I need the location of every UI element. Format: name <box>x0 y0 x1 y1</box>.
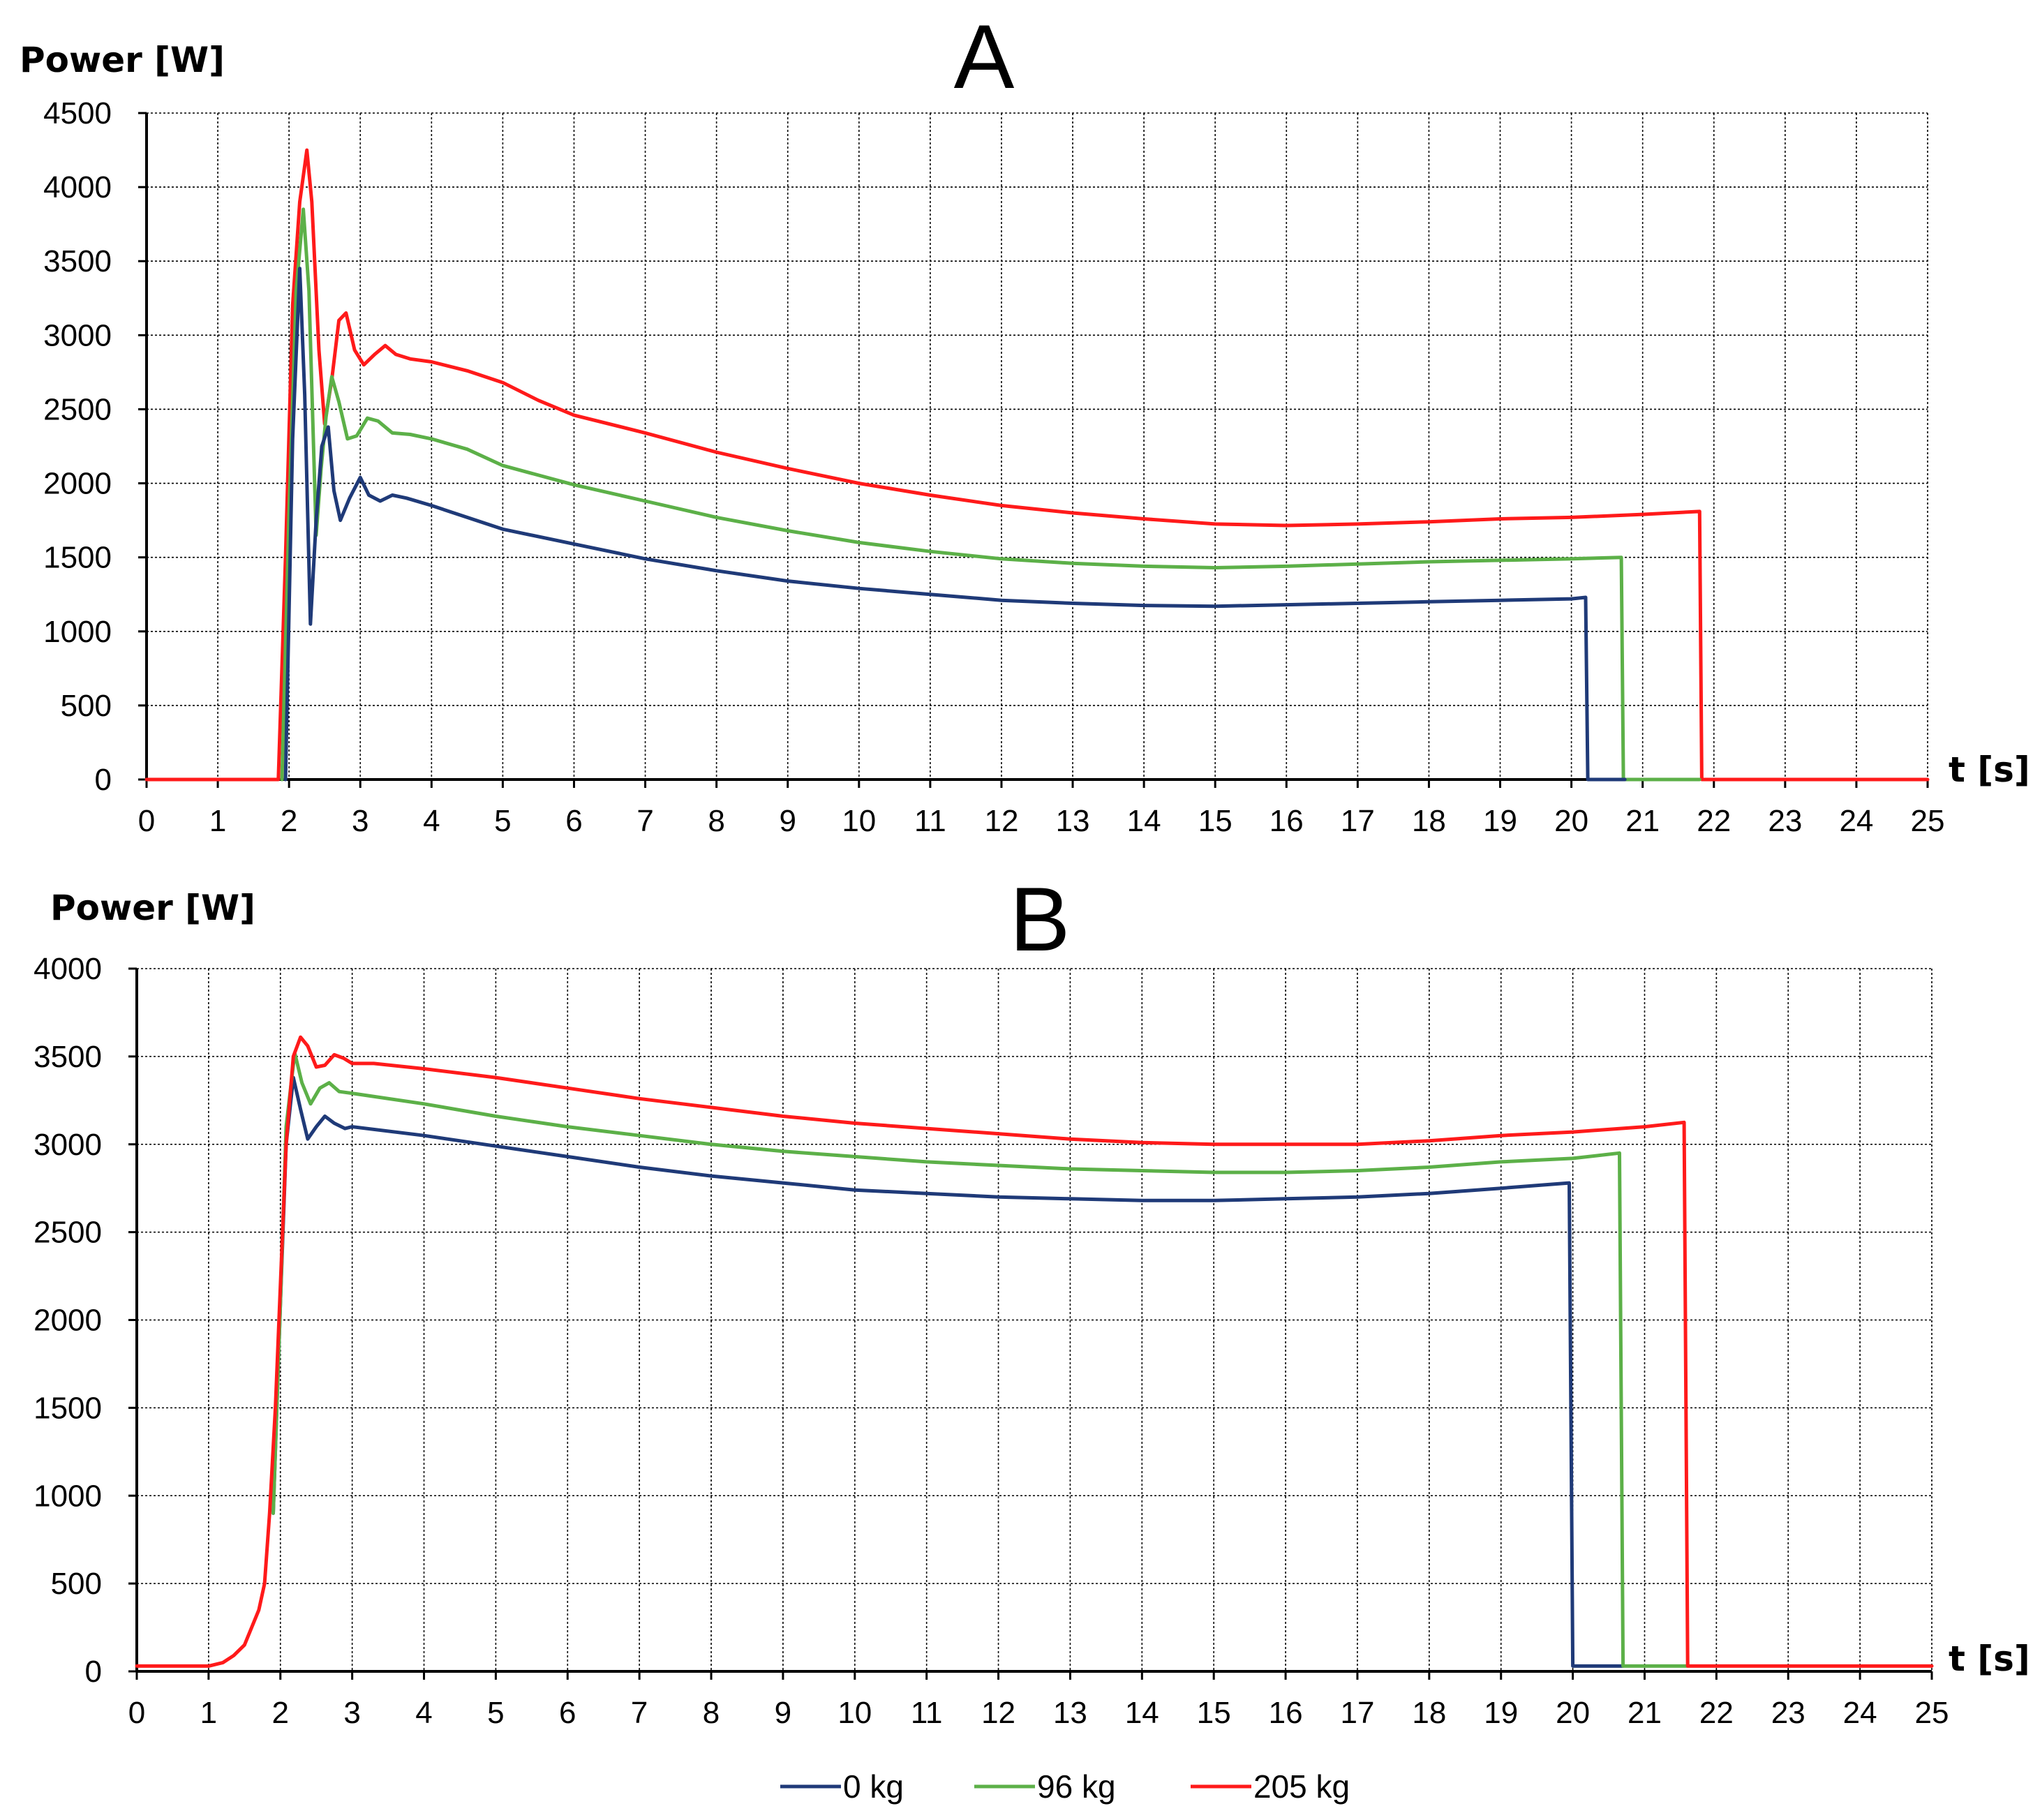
chart-b-series-96kg <box>271 1051 1690 1668</box>
chart-b-xtick-label-17: 17 <box>1340 1696 1374 1730</box>
chart-b-xtick-label-16: 16 <box>1269 1696 1303 1730</box>
chart-a-xtick-label-9: 9 <box>779 804 796 838</box>
chart-a-xtick-label-1: 1 <box>209 804 226 838</box>
chart-a-ytick-label-4000: 4000 <box>43 170 112 204</box>
chart-a-xtick-label-5: 5 <box>494 804 511 838</box>
chart-a-series-205kg <box>144 148 1930 782</box>
chart-b-xtick-label-22: 22 <box>1699 1696 1734 1730</box>
chart-b-xtick-label-11: 11 <box>911 1696 943 1730</box>
chart-a-xtick-label-2: 2 <box>281 804 297 838</box>
chart-a-ytick-label-3500: 3500 <box>43 244 112 278</box>
legend: 0 kg 96 kg 205 kg <box>780 1768 1350 1805</box>
chart-a-ytick-label-1500: 1500 <box>43 541 112 575</box>
chart-b: B Power [W] t [s] 0 1 2 3 4 5 6 7 8 9 10 11 12 13 14 15… <box>33 868 2030 1730</box>
chart-b-ticks: 0 1 2 3 4 5 6 7 8 9 10 11 12 13 14 15 16 17 18 19 20 21 22 23 24… <box>33 952 1949 1730</box>
chart-b-xtick-label-25: 25 <box>1915 1696 1949 1730</box>
chart-a-xtick-label-11: 11 <box>914 804 946 838</box>
chart-a-ytick-label-500: 500 <box>61 689 112 723</box>
chart-a-xtick-label-21: 21 <box>1625 804 1660 838</box>
chart-a-ytick-label-2500: 2500 <box>43 392 112 426</box>
chart-a-xtick-label-19: 19 <box>1483 804 1517 838</box>
chart-a-xtick-label-22: 22 <box>1697 804 1731 838</box>
chart-b-xtick-label-5: 5 <box>487 1696 504 1730</box>
chart-a-xtick-label-17: 17 <box>1341 804 1375 838</box>
legend-item-205kg: 205 kg <box>1191 1768 1350 1805</box>
chart-a-ytick-label-1000: 1000 <box>43 615 112 649</box>
chart-b-xtick-label-10: 10 <box>837 1696 872 1730</box>
chart-b-ytick-label-1000: 1000 <box>33 1479 102 1513</box>
chart-b-xlabel: t [s] <box>1949 1639 2030 1679</box>
chart-b-title: B <box>1010 868 1071 970</box>
chart-b-xtick-label-20: 20 <box>1556 1696 1590 1730</box>
chart-b-xtick-label-18: 18 <box>1412 1696 1446 1730</box>
chart-a-grid <box>147 112 1928 780</box>
chart-b-xtick-label-7: 7 <box>631 1696 648 1730</box>
chart-a-xtick-label-6: 6 <box>565 804 582 838</box>
chart-b-xtick-label-12: 12 <box>981 1696 1015 1730</box>
chart-a-ticks: 0 1 2 3 4 5 6 7 8 9 10 11 12 13 14 15 16 17 18 19 20 21 22 23 24… <box>43 96 1944 838</box>
chart-a-xtick-label-24: 24 <box>1839 804 1873 838</box>
chart-a-xtick-label-20: 20 <box>1554 804 1588 838</box>
chart-a-xtick-label-4: 4 <box>423 804 440 838</box>
chart-b-xtick-label-24: 24 <box>1843 1696 1877 1730</box>
chart-a-xtick-label-8: 8 <box>708 804 724 838</box>
chart-b-ytick-label-3500: 3500 <box>33 1040 102 1074</box>
chart-b-xtick-label-2: 2 <box>272 1696 289 1730</box>
chart-a-xtick-label-13: 13 <box>1056 804 1090 838</box>
chart-a-xtick-label-0: 0 <box>138 804 155 838</box>
legend-label-0kg: 0 kg <box>843 1768 904 1805</box>
chart-a: A Power [W] t [s] 0 1 2 3 4 5 6 7 8 9 10 11 12 13 14 15… <box>20 6 2030 838</box>
chart-b-xtick-label-6: 6 <box>559 1696 576 1730</box>
chart-b-xtick-label-19: 19 <box>1484 1696 1518 1730</box>
chart-a-xtick-label-23: 23 <box>1768 804 1802 838</box>
chart-a-xtick-label-10: 10 <box>842 804 876 838</box>
chart-a-series-96kg <box>280 207 1701 782</box>
chart-a-xtick-label-14: 14 <box>1127 804 1161 838</box>
legend-label-205kg: 205 kg <box>1253 1768 1350 1805</box>
chart-b-ylabel: Power [W] <box>50 888 255 928</box>
chart-a-ylabel: Power [W] <box>20 40 225 80</box>
chart-a-xtick-label-16: 16 <box>1269 804 1304 838</box>
chart-a-xtick-label-15: 15 <box>1198 804 1233 838</box>
chart-a-xtick-label-7: 7 <box>636 804 653 838</box>
chart-b-series-205kg <box>135 1035 1934 1668</box>
chart-b-xtick-label-15: 15 <box>1197 1696 1231 1730</box>
chart-a-ytick-label-0: 0 <box>95 763 112 797</box>
legend-item-96kg: 96 kg <box>974 1768 1116 1805</box>
chart-a-xtick-label-12: 12 <box>984 804 1018 838</box>
chart-b-series <box>135 1035 1934 1668</box>
chart-a-xtick-label-3: 3 <box>352 804 368 838</box>
chart-b-ytick-label-500: 500 <box>51 1567 102 1601</box>
chart-a-xtick-label-18: 18 <box>1412 804 1446 838</box>
chart-a-title: A <box>954 6 1015 107</box>
chart-b-xtick-label-3: 3 <box>343 1696 360 1730</box>
legend-label-96kg: 96 kg <box>1037 1768 1116 1805</box>
chart-a-series-0kg <box>283 267 1627 782</box>
chart-b-xtick-label-23: 23 <box>1771 1696 1805 1730</box>
chart-b-ytick-label-3000: 3000 <box>33 1128 102 1162</box>
chart-b-series-0kg <box>271 1075 1625 1668</box>
chart-b-xtick-label-4: 4 <box>415 1696 432 1730</box>
chart-a-ytick-label-3000: 3000 <box>43 318 112 352</box>
chart-b-ytick-label-1500: 1500 <box>33 1391 102 1425</box>
chart-b-xtick-label-9: 9 <box>775 1696 791 1730</box>
chart-b-ytick-label-2000: 2000 <box>33 1304 102 1338</box>
chart-a-series <box>144 148 1930 782</box>
chart-b-xtick-label-8: 8 <box>703 1696 720 1730</box>
legend-item-0kg: 0 kg <box>780 1768 904 1805</box>
chart-a-ytick-label-2000: 2000 <box>43 467 112 501</box>
chart-b-xtick-label-14: 14 <box>1125 1696 1159 1730</box>
chart-b-xtick-label-1: 1 <box>200 1696 217 1730</box>
chart-b-xtick-label-0: 0 <box>128 1696 145 1730</box>
chart-b-ytick-label-4000: 4000 <box>33 952 102 986</box>
chart-b-ytick-label-0: 0 <box>85 1655 102 1689</box>
chart-a-ytick-label-4500: 4500 <box>43 96 112 130</box>
chart-b-grid <box>137 968 1933 1671</box>
chart-a-xlabel: t [s] <box>1949 749 2030 790</box>
chart-b-xtick-label-13: 13 <box>1053 1696 1087 1730</box>
chart-a-xtick-label-25: 25 <box>1911 804 1945 838</box>
chart-b-xtick-label-21: 21 <box>1628 1696 1662 1730</box>
chart-b-ytick-label-2500: 2500 <box>33 1216 102 1250</box>
